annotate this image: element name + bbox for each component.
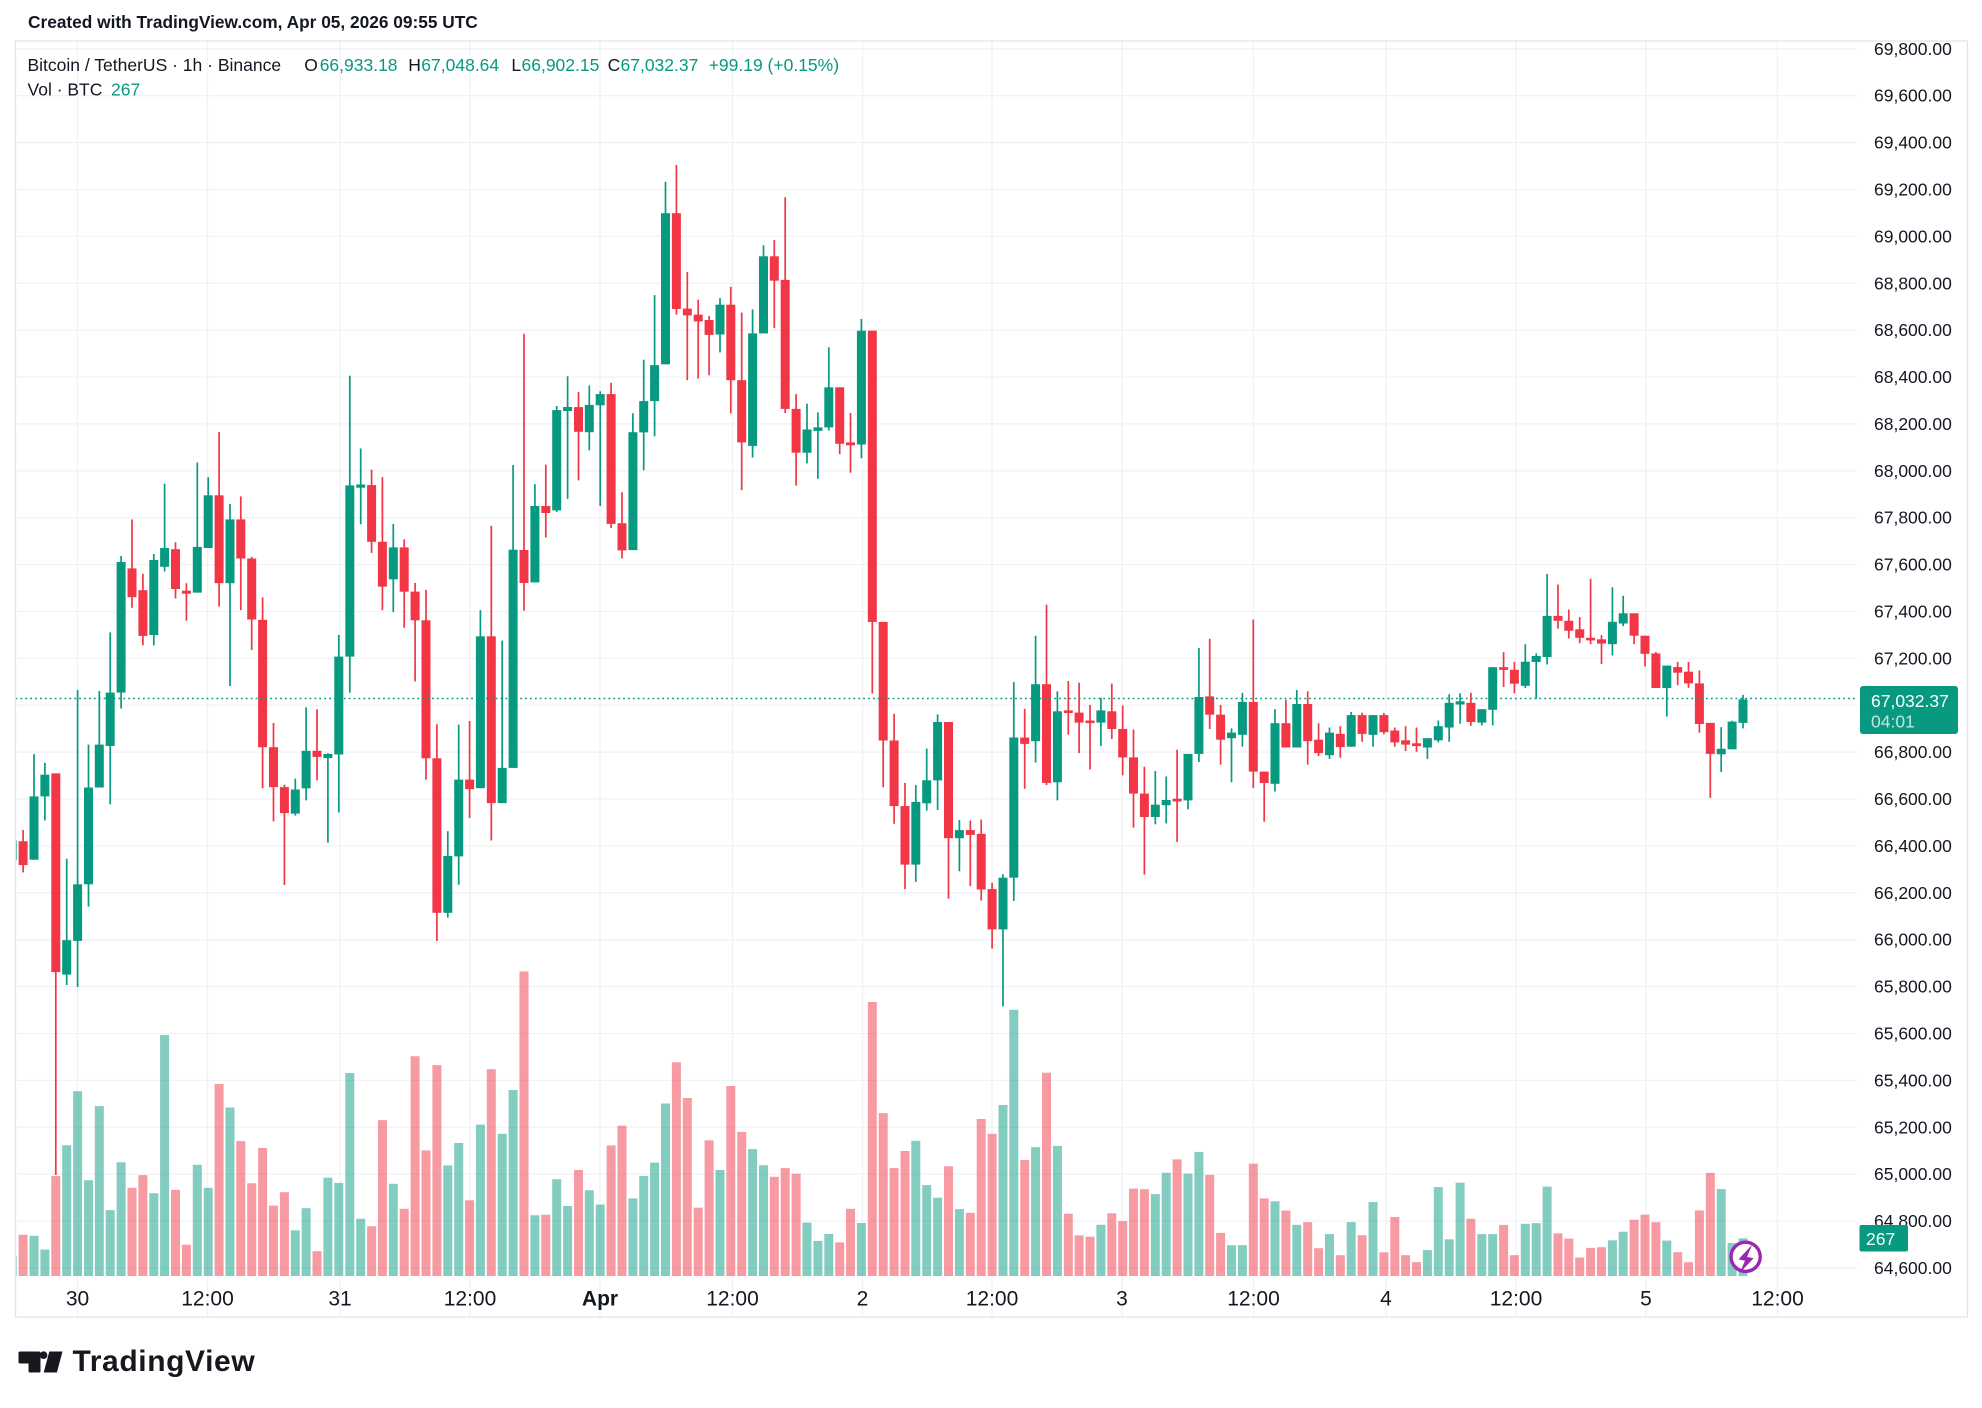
svg-text:Apr: Apr [582, 1288, 618, 1311]
svg-text:O: O [304, 55, 318, 75]
svg-text:65,000.00: 65,000.00 [1874, 1164, 1952, 1184]
svg-text:12:00: 12:00 [1227, 1288, 1280, 1311]
svg-text:69,800.00: 69,800.00 [1874, 39, 1952, 59]
svg-text:67,800.00: 67,800.00 [1874, 508, 1952, 528]
svg-text:66,200.00: 66,200.00 [1874, 883, 1952, 903]
svg-text:2: 2 [857, 1288, 869, 1311]
svg-text:67,600.00: 67,600.00 [1874, 555, 1952, 575]
svg-text:68,200.00: 68,200.00 [1874, 414, 1952, 434]
svg-text:68,800.00: 68,800.00 [1874, 273, 1952, 293]
svg-text:65,400.00: 65,400.00 [1874, 1070, 1952, 1090]
svg-text:+99.19 (+0.15%): +99.19 (+0.15%) [709, 55, 839, 75]
svg-text:66,800.00: 66,800.00 [1874, 742, 1952, 762]
svg-text:68,400.00: 68,400.00 [1874, 367, 1952, 387]
svg-text:69,200.00: 69,200.00 [1874, 179, 1952, 199]
svg-text:267: 267 [111, 80, 140, 100]
svg-text:L: L [511, 55, 521, 75]
svg-text:12:00: 12:00 [1490, 1288, 1543, 1311]
svg-text:30: 30 [66, 1288, 89, 1311]
svg-text:66,000.00: 66,000.00 [1874, 930, 1952, 950]
svg-text:12:00: 12:00 [181, 1288, 234, 1311]
svg-text:Bitcoin / TetherUS · 1h · Bina: Bitcoin / TetherUS · 1h · Binance [28, 55, 282, 75]
svg-text:Vol · BTC: Vol · BTC [28, 80, 103, 100]
svg-text:65,800.00: 65,800.00 [1874, 977, 1952, 997]
svg-text:4: 4 [1380, 1288, 1392, 1311]
svg-text:12:00: 12:00 [706, 1288, 759, 1311]
svg-text:TradingView: TradingView [73, 1345, 256, 1378]
svg-text:68,600.00: 68,600.00 [1874, 320, 1952, 340]
svg-text:69,400.00: 69,400.00 [1874, 133, 1952, 153]
svg-text:66,600.00: 66,600.00 [1874, 789, 1952, 809]
svg-text:69,600.00: 69,600.00 [1874, 86, 1952, 106]
svg-text:267: 267 [1866, 1229, 1895, 1249]
svg-text:66,933.18: 66,933.18 [320, 55, 398, 75]
svg-text:C: C [608, 55, 621, 75]
svg-text:12:00: 12:00 [1751, 1288, 1804, 1311]
svg-text:64,600.00: 64,600.00 [1874, 1258, 1952, 1278]
svg-text:69,000.00: 69,000.00 [1874, 226, 1952, 246]
svg-text:31: 31 [328, 1288, 351, 1311]
svg-text:67,048.64: 67,048.64 [421, 55, 499, 75]
svg-text:68,000.00: 68,000.00 [1874, 461, 1952, 481]
svg-text:Created with TradingView.com,: Created with TradingView.com, Apr 05, 20… [28, 12, 478, 32]
svg-text:04:01: 04:01 [1871, 712, 1915, 732]
svg-text:66,902.15: 66,902.15 [522, 55, 600, 75]
svg-text:3: 3 [1116, 1288, 1128, 1311]
svg-text:66,400.00: 66,400.00 [1874, 836, 1952, 856]
svg-text:67,032.37: 67,032.37 [621, 55, 699, 75]
svg-text:12:00: 12:00 [966, 1288, 1019, 1311]
svg-text:67,032.37: 67,032.37 [1871, 691, 1949, 711]
svg-text:65,200.00: 65,200.00 [1874, 1117, 1952, 1137]
svg-text:67,200.00: 67,200.00 [1874, 648, 1952, 668]
svg-text:65,600.00: 65,600.00 [1874, 1023, 1952, 1043]
svg-text:12:00: 12:00 [444, 1288, 497, 1311]
svg-text:5: 5 [1640, 1288, 1652, 1311]
svg-text:H: H [408, 55, 421, 75]
svg-text:67,400.00: 67,400.00 [1874, 601, 1952, 621]
